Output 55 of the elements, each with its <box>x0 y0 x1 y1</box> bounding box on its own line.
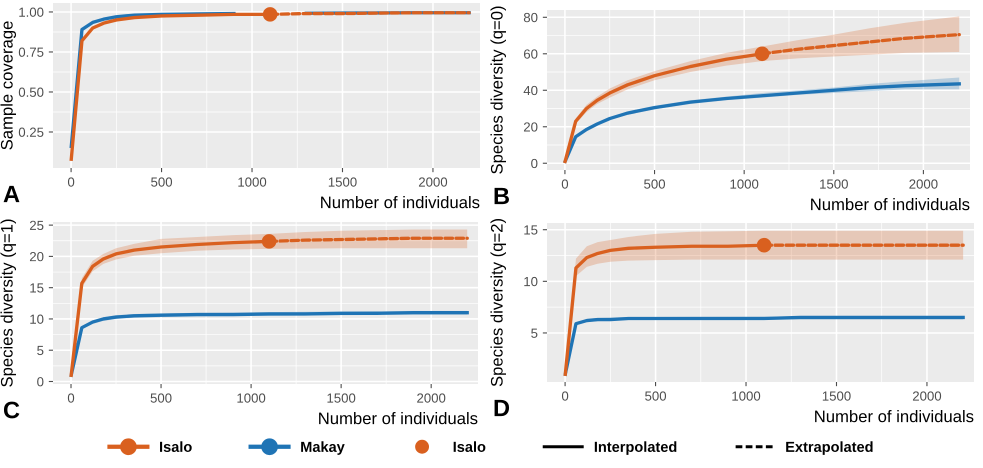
y-axis-title: Sample coverage <box>0 21 16 150</box>
x-tick-label: 1000 <box>237 393 266 403</box>
y-axis-title: Species diversity (q=2) <box>490 219 506 386</box>
y-tick-label: 10 <box>30 314 44 324</box>
text: A <box>4 186 20 202</box>
y-tick-label: 5 <box>531 328 538 338</box>
legend-label: Isalo <box>160 441 192 452</box>
x-tick-label: 0 <box>562 179 568 189</box>
x-tick-label: 500 <box>150 393 172 403</box>
x-tick-label: 1000 <box>730 179 758 189</box>
legend-label: Makay <box>301 441 345 455</box>
x-tick-label: 0 <box>68 393 74 403</box>
x-tick-label: 500 <box>644 179 666 189</box>
x-tick-label: 0 <box>562 391 568 401</box>
x-tick-label: 2000 <box>418 177 448 187</box>
y-tick-label: 1.00 <box>19 8 44 17</box>
x-tick-label: 1500 <box>820 179 848 189</box>
x-tick-label: 1500 <box>328 177 357 187</box>
x-tick-label: 0 <box>68 177 74 187</box>
y-axis-title: Species diversity (q=0) <box>490 6 506 174</box>
y-tick-label: 20 <box>30 252 44 262</box>
y-axis-title: Species diversity (q=1) <box>0 220 16 387</box>
x-tick-label: 1000 <box>732 391 760 401</box>
x-tick-label: 1500 <box>327 393 356 403</box>
y-tick-label: 60 <box>524 49 538 59</box>
y-tick-label: 10 <box>524 276 538 286</box>
x-axis-title: Number of individuals <box>319 412 478 424</box>
y-tick-label: 20 <box>524 122 538 132</box>
y-tick-label: 80 <box>524 12 538 22</box>
text: Interpolated <box>594 441 676 455</box>
y-tick-label: 25 <box>30 220 44 230</box>
legend-label: Isalo <box>454 441 486 452</box>
y-tick-label: 5 <box>37 346 44 356</box>
y-tick-label: 15 <box>30 283 44 293</box>
text: Extrapolated <box>786 441 873 455</box>
x-axis-title: Number of individuals <box>811 198 970 210</box>
x-axis-title: Number of individuals <box>815 410 974 422</box>
y-tick-label: 0.50 <box>18 88 44 97</box>
x-tick-label: 2000 <box>909 179 938 189</box>
text: D <box>494 400 510 416</box>
y-tick-label: 40 <box>524 86 538 96</box>
x-tick-label: 500 <box>151 177 172 187</box>
x-axis-title: Number of individuals <box>321 196 480 208</box>
x-tick-label: 2000 <box>417 393 446 403</box>
x-tick-label: 500 <box>645 391 666 401</box>
y-tick-label: 0 <box>531 158 538 168</box>
x-tick-label: 1000 <box>238 177 266 187</box>
x-tick-label: 1500 <box>822 391 851 401</box>
y-tick-label: 15 <box>524 225 538 235</box>
y-tick-label: 0.25 <box>18 128 44 137</box>
x-tick-label: 2000 <box>912 391 942 401</box>
text: C <box>4 402 20 418</box>
y-tick-label: 0 <box>37 377 44 386</box>
y-tick-label: 0.75 <box>18 48 44 57</box>
text: B <box>494 188 509 204</box>
